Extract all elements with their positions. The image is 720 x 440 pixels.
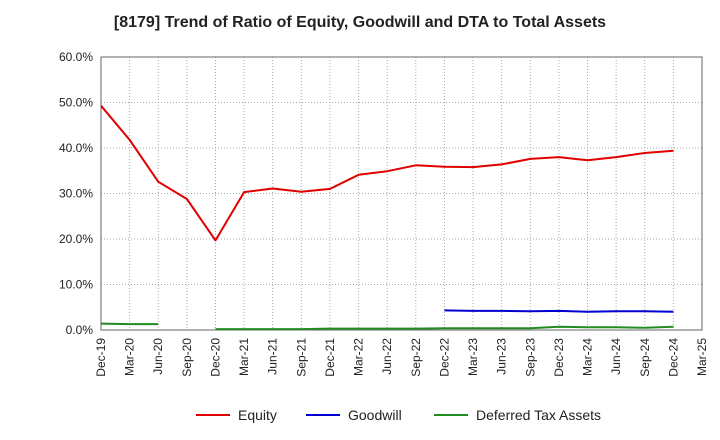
y-tick-label: 20.0%: [59, 232, 93, 246]
x-tick-label: Jun-22: [380, 338, 394, 375]
x-tick-label: Sep-22: [409, 338, 423, 377]
y-tick-label: 10.0%: [59, 278, 93, 292]
x-tick-label: Dec-21: [323, 338, 337, 377]
x-tick-label: Mar-23: [466, 338, 480, 376]
y-tick-label: 40.0%: [59, 141, 93, 155]
x-tick-label: Dec-22: [437, 338, 451, 377]
x-tick-label: Jun-21: [266, 338, 280, 375]
x-tick-label: Sep-23: [523, 338, 537, 377]
x-tick-label: Dec-20: [208, 338, 222, 377]
plot-border: [100, 56, 703, 331]
x-tick-label: Jun-23: [495, 338, 509, 375]
x-tick-label: Sep-21: [294, 338, 308, 377]
series-line-goodwill: [444, 309, 674, 313]
x-tick-label: Sep-20: [180, 338, 194, 377]
legend-label: Goodwill: [348, 407, 402, 423]
series-line-deferred-tax-assets: [100, 322, 159, 326]
y-tick-label: 60.0%: [59, 50, 93, 64]
x-tick-label: Mar-24: [581, 338, 595, 376]
x-tick-label: Jun-24: [609, 338, 623, 375]
y-tick-label: 50.0%: [59, 96, 93, 110]
x-tick-label: Jun-20: [151, 338, 165, 375]
series-line-deferred-tax-assets: [215, 325, 674, 331]
x-tick-label: Dec-24: [666, 338, 680, 377]
x-tick-label: Mar-25: [695, 338, 709, 376]
x-tick-label: Dec-19: [94, 338, 108, 377]
y-tick-label: 30.0%: [59, 187, 93, 201]
x-tick-label: Mar-21: [237, 338, 251, 376]
x-tick-label: Mar-22: [352, 338, 366, 376]
x-tick-label: Dec-23: [552, 338, 566, 377]
legend-label: Deferred Tax Assets: [476, 407, 601, 423]
series-line-equity: [100, 105, 674, 242]
chart-title: [8179] Trend of Ratio of Equity, Goodwil…: [113, 14, 607, 31]
y-tick-label: 0.0%: [66, 323, 94, 337]
legend-label: Equity: [238, 407, 277, 423]
x-tick-label: Mar-20: [123, 338, 137, 376]
x-tick-label: Sep-24: [638, 338, 652, 377]
